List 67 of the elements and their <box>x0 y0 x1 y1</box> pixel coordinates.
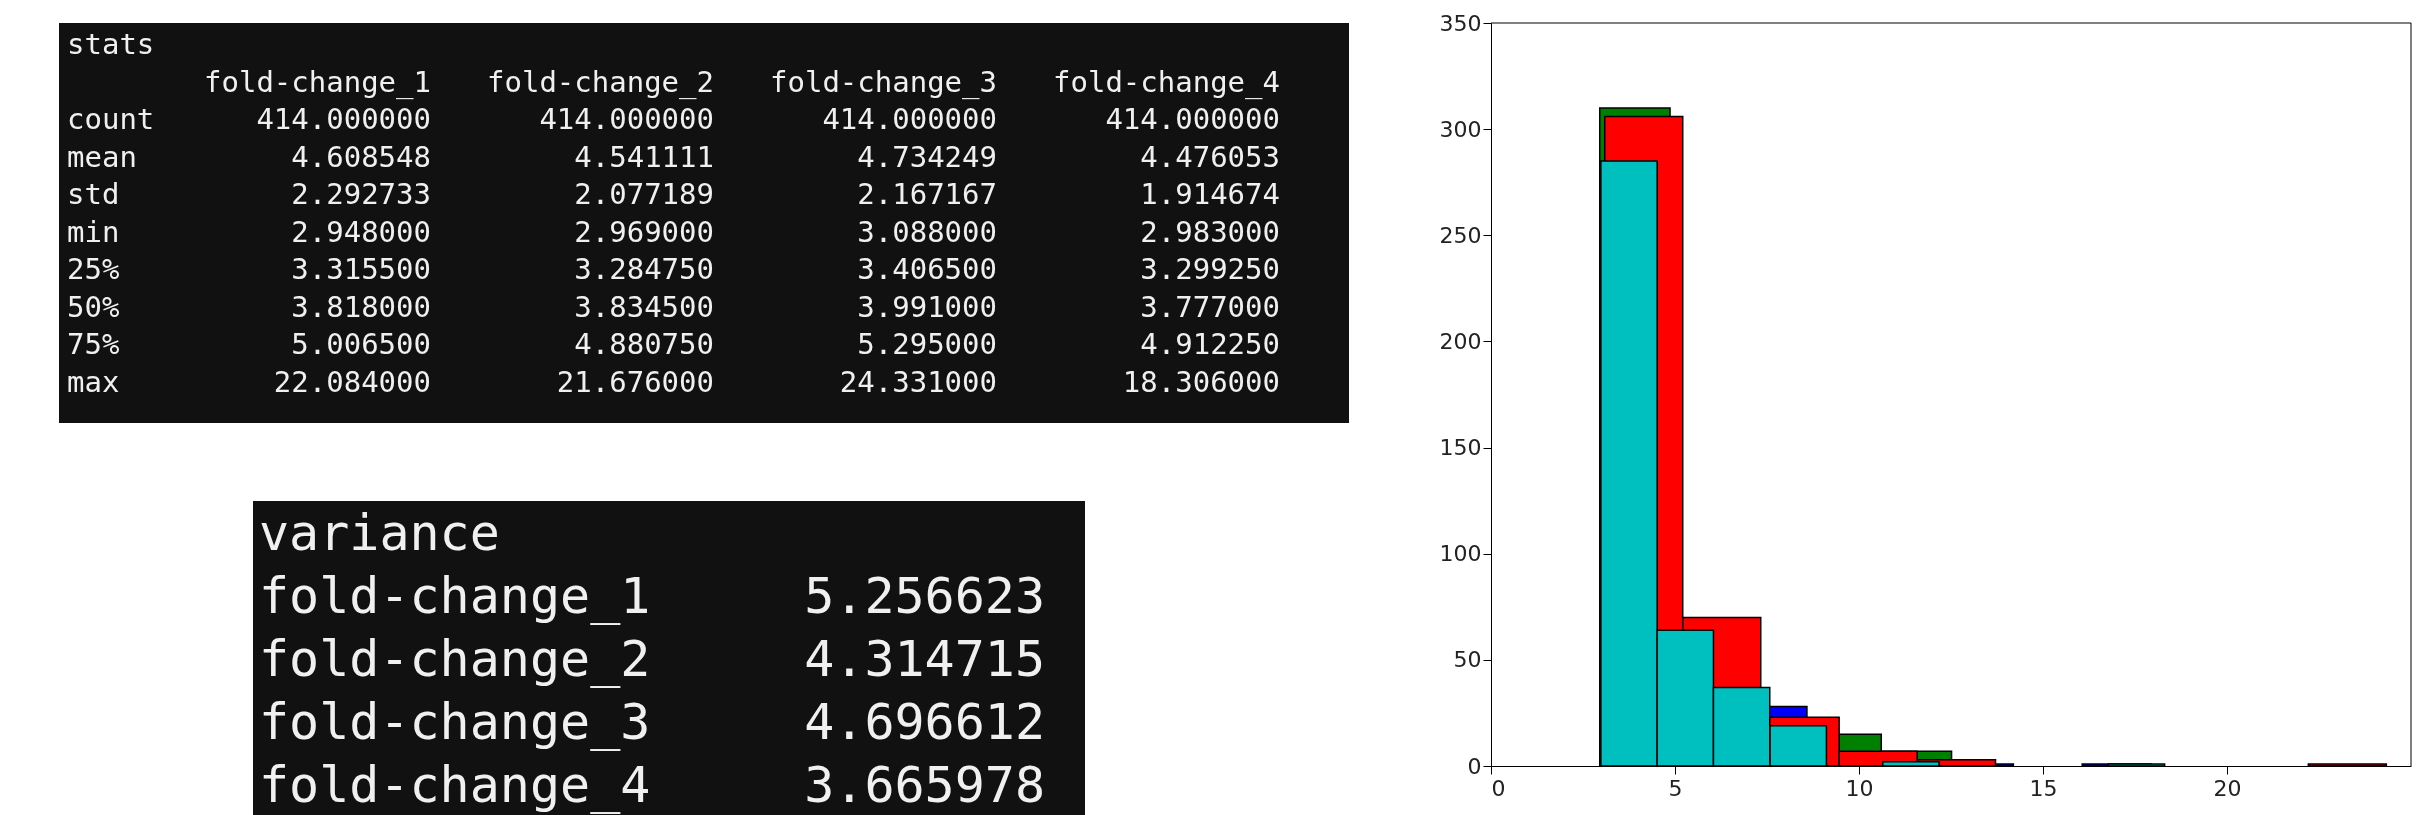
y-tick-label: 100 <box>1439 541 1482 567</box>
text: 5.006500 <box>291 327 431 361</box>
text: 3.315500 <box>291 252 431 286</box>
x-tick-label: 10 <box>1845 775 1874 801</box>
category-label: fold-change_3 <box>770 64 997 100</box>
text: 4.314715 <box>804 630 1045 688</box>
text: 24.331000 <box>839 364 997 399</box>
text: 1.914674 <box>1140 177 1280 211</box>
text: 2.292733 <box>291 177 431 211</box>
text: 3.088000 <box>857 214 997 249</box>
text: 414.000000 <box>822 102 997 136</box>
text: stats <box>67 27 155 61</box>
category-label: 75% <box>67 327 120 361</box>
text: 3.818000 <box>291 289 431 324</box>
text: 3.406500 <box>857 252 997 286</box>
category-label: max <box>67 364 120 399</box>
y-tick-label: 250 <box>1439 222 1482 248</box>
text: 3.777000 <box>1140 289 1280 324</box>
y-tick-label: 50 <box>1453 647 1482 673</box>
x-tick-label: 5 <box>1668 775 1683 801</box>
category-label: fold-change_4 <box>259 756 651 814</box>
text: 414.000000 <box>1105 102 1280 136</box>
text: 4.608548 <box>291 139 431 174</box>
text: 4.541111 <box>574 139 714 174</box>
text: 21.676000 <box>556 364 714 399</box>
category-label: fold-change_1 <box>204 64 431 100</box>
text: 2.948000 <box>291 214 431 249</box>
text: 3.834500 <box>574 289 714 324</box>
text: 5.256623 <box>804 567 1045 625</box>
category-label: count <box>67 102 155 136</box>
text: 414.000000 <box>256 102 431 136</box>
text: 2.167167 <box>857 177 997 211</box>
text: 3.299250 <box>1140 252 1280 286</box>
text: 4.476053 <box>1140 139 1280 174</box>
text: 22.084000 <box>273 364 431 399</box>
y-tick-label: 350 <box>1439 10 1482 36</box>
category-label: fold-change_2 <box>259 630 651 688</box>
x-tick-label: 0 <box>1491 775 1506 801</box>
text: 4.696612 <box>804 693 1045 751</box>
category-label: fold-change_4 <box>1053 64 1280 100</box>
text: 5.295000 <box>857 327 997 361</box>
text: 4.880750 <box>574 327 714 361</box>
text: 4.734249 <box>857 139 997 174</box>
text: 3.665978 <box>804 756 1045 814</box>
category-label: fold-change_3 <box>259 693 651 751</box>
y-tick-label: 200 <box>1439 328 1482 354</box>
text: 414.000000 <box>539 102 714 136</box>
category-label: 25% <box>67 252 120 286</box>
text: 2.969000 <box>574 214 714 249</box>
y-tick-label: 150 <box>1439 435 1482 461</box>
text: 3.284750 <box>574 252 714 286</box>
x-tick-label: 15 <box>2029 775 2058 801</box>
category-label: 50% <box>67 289 120 324</box>
text: 2.077189 <box>574 177 714 211</box>
category-label: min <box>67 214 120 249</box>
x-tick-label: 20 <box>2213 775 2242 801</box>
category-label: fold-change_2 <box>487 64 714 100</box>
text: 2.983000 <box>1140 214 1280 249</box>
text: 4.912250 <box>1140 327 1280 361</box>
text: 3.991000 <box>857 289 997 324</box>
category-label: std <box>67 177 120 211</box>
text: variance <box>259 504 500 562</box>
category-label: mean <box>67 139 137 174</box>
text: 18.306000 <box>1122 364 1280 399</box>
category-label: fold-change_1 <box>259 567 651 625</box>
y-tick-label: 300 <box>1439 116 1482 142</box>
y-tick-label: 0 <box>1467 753 1482 779</box>
